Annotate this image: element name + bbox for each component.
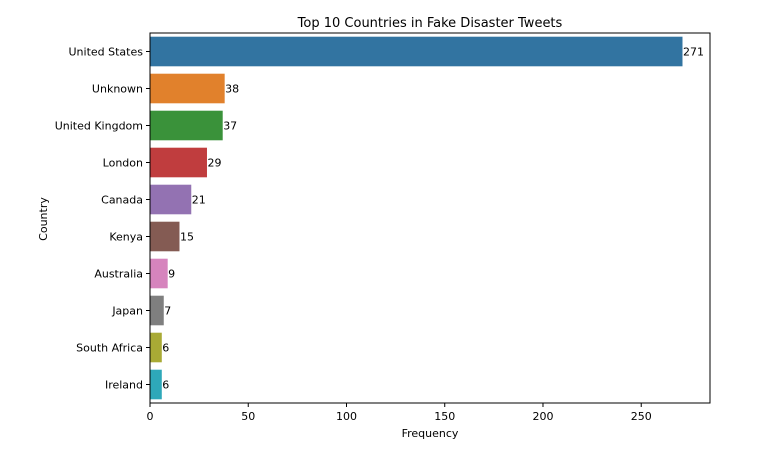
data-label-kenya: 15 — [180, 231, 194, 244]
data-labels: 271 38 37 29 21 15 9 7 6 6 — [162, 46, 704, 392]
bar-japan — [150, 295, 164, 326]
bar-australia — [150, 258, 168, 289]
x-axis-ticks: 0 50 100 150 200 250 — [147, 403, 652, 423]
data-label-unknown: 38 — [225, 83, 239, 96]
x-tick-label-0: 0 — [147, 410, 154, 423]
y-tick-label-canada: Canada — [101, 194, 143, 207]
bar-kenya — [150, 221, 180, 252]
y-tick-label-south-africa: South Africa — [76, 342, 143, 355]
data-label-united-states: 271 — [683, 46, 704, 59]
data-label-london: 29 — [207, 157, 221, 170]
bars — [150, 36, 683, 400]
x-tick-label-100: 100 — [336, 410, 357, 423]
data-label-australia: 9 — [168, 268, 175, 281]
data-label-united-kingdom: 37 — [223, 120, 237, 133]
y-tick-label-ireland: Ireland — [105, 379, 143, 392]
x-tick-label-50: 50 — [241, 410, 255, 423]
bar-canada — [150, 184, 192, 215]
x-tick-label-150: 150 — [434, 410, 455, 423]
bar-unknown — [150, 73, 225, 104]
data-label-japan: 7 — [164, 305, 171, 318]
bar-south-africa — [150, 332, 162, 363]
y-tick-label-japan: Japan — [111, 305, 143, 318]
y-axis-ticks: United States Unknown United Kingdom London… — [55, 46, 150, 392]
x-tick-label-200: 200 — [532, 410, 553, 423]
y-tick-label-london: London — [103, 157, 143, 170]
bar-united-states — [150, 36, 683, 67]
x-axis-label: Frequency — [402, 427, 459, 440]
y-axis-label: Country — [37, 197, 50, 241]
bar-london — [150, 147, 207, 178]
plot-frame — [149, 32, 711, 404]
x-tick-label-250: 250 — [631, 410, 652, 423]
data-label-south-africa: 6 — [162, 342, 169, 355]
data-label-ireland: 6 — [162, 379, 169, 392]
y-tick-label-united-states: United States — [69, 46, 144, 59]
y-tick-label-australia: Australia — [94, 268, 143, 281]
bar-ireland — [150, 369, 162, 400]
data-label-canada: 21 — [192, 194, 206, 207]
chart-title: Top 10 Countries in Fake Disaster Tweets — [297, 16, 563, 31]
y-tick-label-united-kingdom: United Kingdom — [55, 120, 143, 133]
bar-united-kingdom — [150, 110, 223, 141]
y-tick-label-unknown: Unknown — [92, 83, 143, 96]
y-tick-label-kenya: Kenya — [109, 231, 143, 244]
